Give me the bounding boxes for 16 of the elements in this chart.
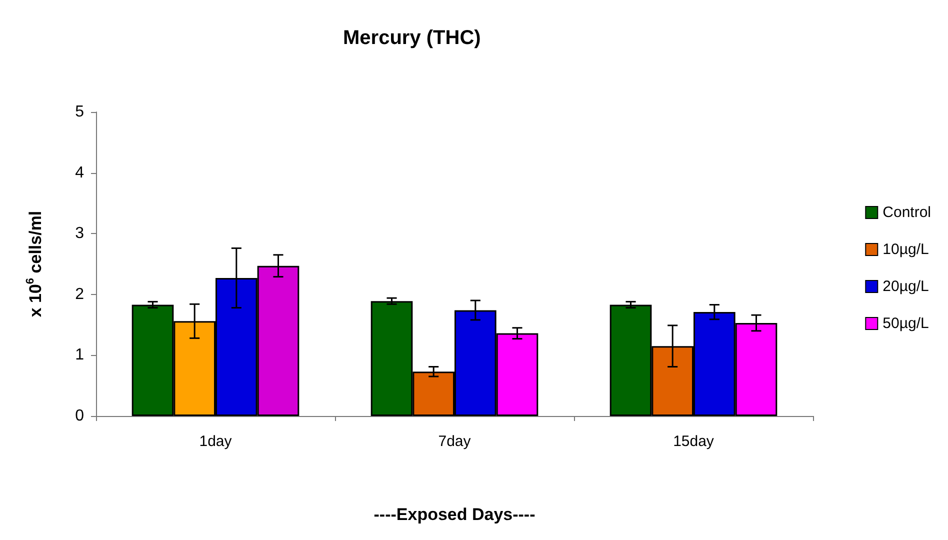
legend-label: Control — [882, 204, 932, 221]
y-tick-label: 3 — [75, 225, 84, 242]
y-tick-label: 0 — [75, 408, 84, 424]
chart-title: Mercury (THC) — [343, 27, 481, 49]
y-tick-label: 1 — [75, 346, 84, 364]
x-axis-title: ----Exposed Days---- — [374, 505, 536, 524]
x-tick-label: 1day — [199, 433, 232, 450]
y-tick-label: 5 — [75, 104, 84, 120]
y-axis-title: x 106 cells/ml — [24, 210, 45, 318]
y-tick-label: 4 — [75, 164, 84, 182]
legend-label: 20µg/L — [882, 278, 929, 295]
x-tick-label: 7day — [438, 433, 472, 450]
legend-label: 50µg/L — [882, 315, 929, 332]
x-tick-label: 15day — [673, 433, 714, 450]
legend-label: 10µg/L — [882, 241, 929, 258]
y-tick-label: 2 — [75, 286, 84, 303]
